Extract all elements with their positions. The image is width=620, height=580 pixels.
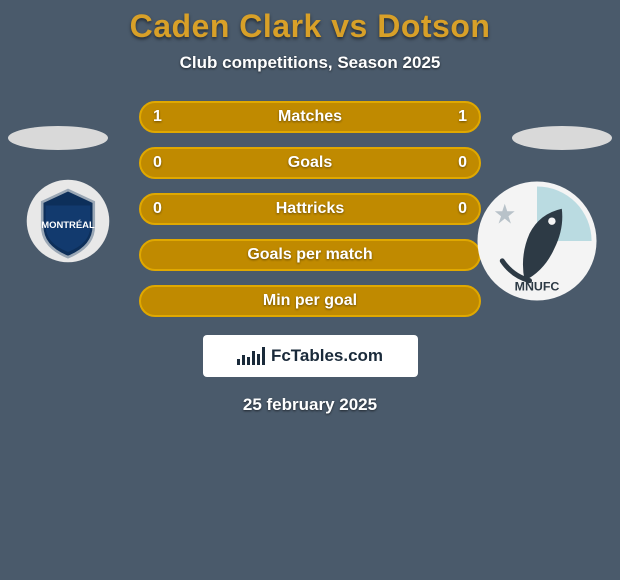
stat-label: Goals per match: [173, 246, 447, 264]
page-subtitle: Club competitions, Season 2025: [0, 53, 620, 73]
stat-label: Min per goal: [173, 292, 447, 310]
stat-label: Goals: [173, 154, 447, 172]
stat-right-value: 1: [447, 108, 467, 126]
svg-text:MNUFC: MNUFC: [515, 280, 560, 294]
bars-icon: [237, 347, 265, 365]
team-badge-left: MONTRÉAL: [18, 176, 118, 266]
stat-left-value: 0: [153, 154, 173, 172]
montreal-crest-icon: MONTRÉAL: [25, 178, 111, 264]
date-text: 25 february 2025: [0, 395, 620, 415]
svg-text:MONTRÉAL: MONTRÉAL: [41, 220, 95, 231]
stat-label: Matches: [173, 108, 447, 126]
stat-right-value: 0: [447, 154, 467, 172]
attribution-text: FcTables.com: [271, 346, 383, 366]
stat-row-goals-per-match: Goals per match: [139, 239, 481, 271]
attribution-box: FcTables.com: [203, 335, 418, 377]
stat-left-value: 0: [153, 200, 173, 218]
page-title: Caden Clark vs Dotson: [0, 8, 620, 45]
stat-label: Hattricks: [173, 200, 447, 218]
stat-row-min-per-goal: Min per goal: [139, 285, 481, 317]
minnesota-loon-icon: MNUFC: [475, 179, 599, 303]
stat-row-matches: 1 Matches 1: [139, 101, 481, 133]
stat-row-goals: 0 Goals 0: [139, 147, 481, 179]
stat-row-hattricks: 0 Hattricks 0: [139, 193, 481, 225]
stat-right-value: 0: [447, 200, 467, 218]
stat-left-value: 1: [153, 108, 173, 126]
team-badge-right: MNUFC: [472, 176, 602, 306]
